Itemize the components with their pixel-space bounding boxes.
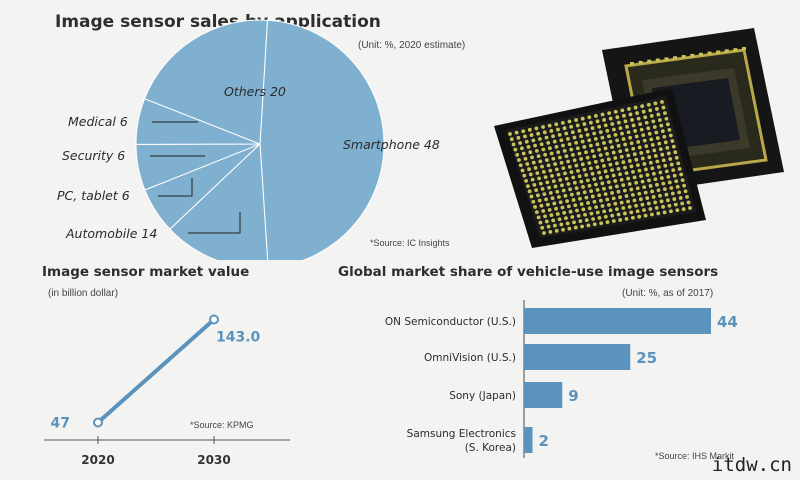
line-value-label-2030: 143.0 — [216, 330, 261, 346]
pie-label-automobile: Automobile 14 — [66, 226, 158, 241]
pie-chart-unit: (Unit: %, 2020 estimate) — [358, 40, 466, 51]
bar-category-label-samsung-electronics-s-korea: Samsung Electronics (S. Korea) — [407, 428, 516, 454]
pie-label-others: Others 20 — [224, 84, 286, 99]
x-tick-label-2030: 2030 — [197, 453, 230, 467]
bar-chart-unit: (Unit: %, as of 2017) — [622, 288, 714, 299]
line-point-2020 — [93, 417, 103, 428]
image-sensor-chip-illustration — [494, 28, 784, 248]
line-chart-source: *Source: KPMG — [190, 420, 254, 430]
line-chart-unit: (in billion dollar) — [48, 288, 119, 299]
bar-samsung-electronics-s-korea — [524, 427, 533, 453]
watermark: itdw.cn — [711, 454, 792, 476]
bar-value-label-omnivision-u-s: 25 — [636, 349, 657, 367]
leader-line-pc-tablet — [158, 178, 193, 197]
bar-category-label-on-semiconductor-u-s: ON Semiconductor (U.S.) — [385, 316, 516, 328]
line-chart-title: Image sensor market value — [42, 264, 250, 280]
bar-chart-source: *Source: IHS Markit — [655, 451, 735, 461]
sensor-chip-bottom-view — [494, 88, 706, 248]
bar-category-label-sony-japan: Sony (Japan) — [449, 390, 516, 402]
bar-on-semiconductor-u-s — [524, 308, 711, 334]
bar-category-label-omnivision-u-s: OmniVision (U.S.) — [424, 352, 516, 364]
line-chart: 2020 2030 47 143.0 — [44, 314, 290, 467]
line-value-label-2020: 47 — [51, 415, 70, 431]
pie-label-medical: Medical 6 — [68, 114, 128, 129]
line-series-market-value — [96, 317, 216, 425]
bar-value-label-samsung-electronics-s-korea: 2 — [539, 432, 549, 450]
pie-label-smartphone: Smartphone 48 — [343, 137, 440, 152]
line-point-2030 — [209, 314, 219, 325]
x-tick-label-2020: 2020 — [81, 453, 114, 467]
pie-label-security: Security 6 — [62, 148, 126, 163]
pie-chart — [135, 19, 385, 260]
bar-chart: 44 ON Semiconductor (U.S.) 25 OmniVision (U… — [385, 300, 738, 458]
bar-omnivision-u-s — [524, 344, 631, 370]
pie-slice-smartphone — [259, 19, 385, 260]
pie-label-pc-tablet: PC, tablet 6 — [57, 188, 130, 203]
bar-chart-title: Global market share of vehicle-use image… — [338, 264, 719, 280]
leader-line-automobile — [188, 212, 241, 234]
pie-slice-others — [143, 19, 268, 145]
bar-sony-japan — [524, 382, 563, 408]
bar-value-label-on-semiconductor-u-s: 44 — [717, 313, 738, 331]
pie-slice-automobile — [169, 142, 269, 260]
pie-chart-source: *Source: IC Insights — [370, 238, 450, 248]
bar-value-label-sony-japan: 9 — [568, 387, 578, 405]
